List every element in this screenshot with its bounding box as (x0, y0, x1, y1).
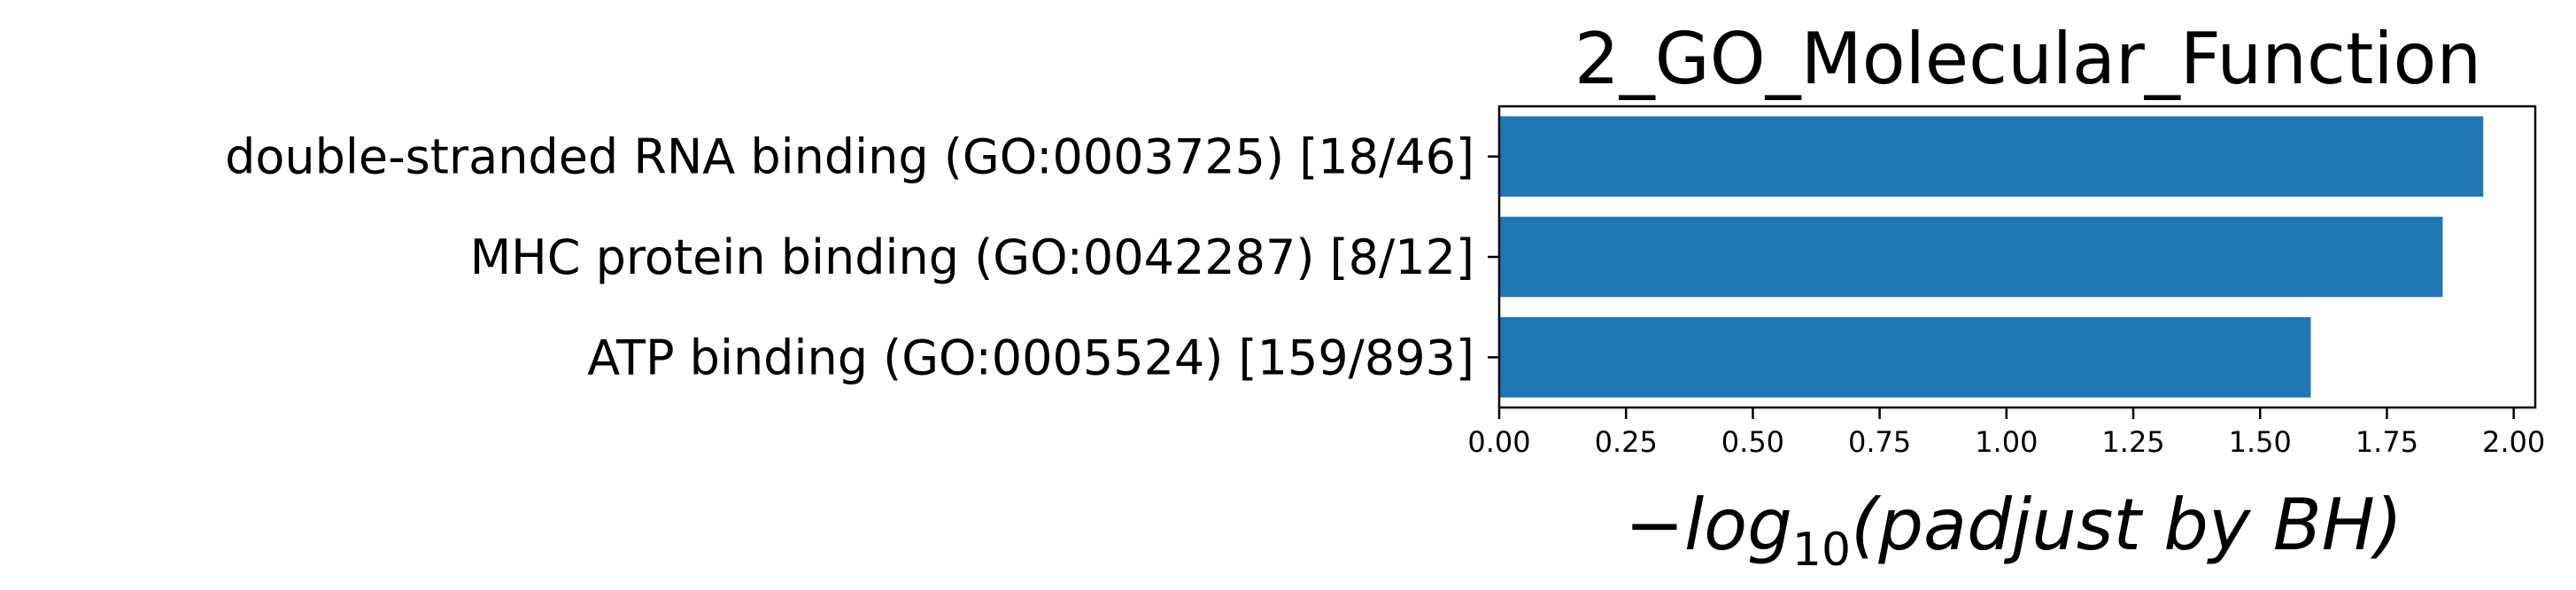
category-labels: double-stranded RNA binding (GO:0003725)… (225, 129, 1499, 385)
bar (1499, 116, 2484, 197)
category-label: double-stranded RNA binding (GO:0003725)… (225, 129, 1474, 185)
x-tick-label: 0.25 (1595, 425, 1658, 459)
x-tick-label: 0.00 (1467, 425, 1530, 459)
x-tick-label: 0.75 (1848, 425, 1911, 459)
x-axis-label-rest: (padjust by BH) (1851, 484, 2402, 566)
x-tick-label: 2.00 (2482, 425, 2545, 459)
x-tick-label: 1.75 (2356, 425, 2418, 459)
x-axis-ticks: 0.00 0.25 0.50 0.75 1.00 1.25 1.50 1.75 2.00 (1467, 408, 2545, 459)
bar (1499, 317, 2311, 398)
x-axis-label-base: 10 (1792, 524, 1851, 577)
x-axis-label-minus: − (1625, 484, 1684, 566)
plot-frame (1497, 105, 2537, 409)
category-label: ATP binding (GO:0005524) [159/893] (587, 330, 1474, 385)
x-tick-label: 1.25 (2101, 425, 2164, 459)
chart-title: 2_GO_Molecular_Function (1574, 18, 2481, 100)
x-axis-label-log: log (1684, 484, 1792, 566)
bar-group (1499, 116, 2484, 398)
category-label: MHC protein binding (GO:0042287) [8/12] (470, 229, 1474, 285)
bar (1499, 216, 2443, 298)
x-tick-label: 1.50 (2229, 425, 2292, 459)
x-tick-label: 1.00 (1975, 425, 2038, 459)
x-axis-label: −log10(padjust by BH) (1625, 484, 2402, 577)
x-tick-label: 0.50 (1721, 425, 1784, 459)
